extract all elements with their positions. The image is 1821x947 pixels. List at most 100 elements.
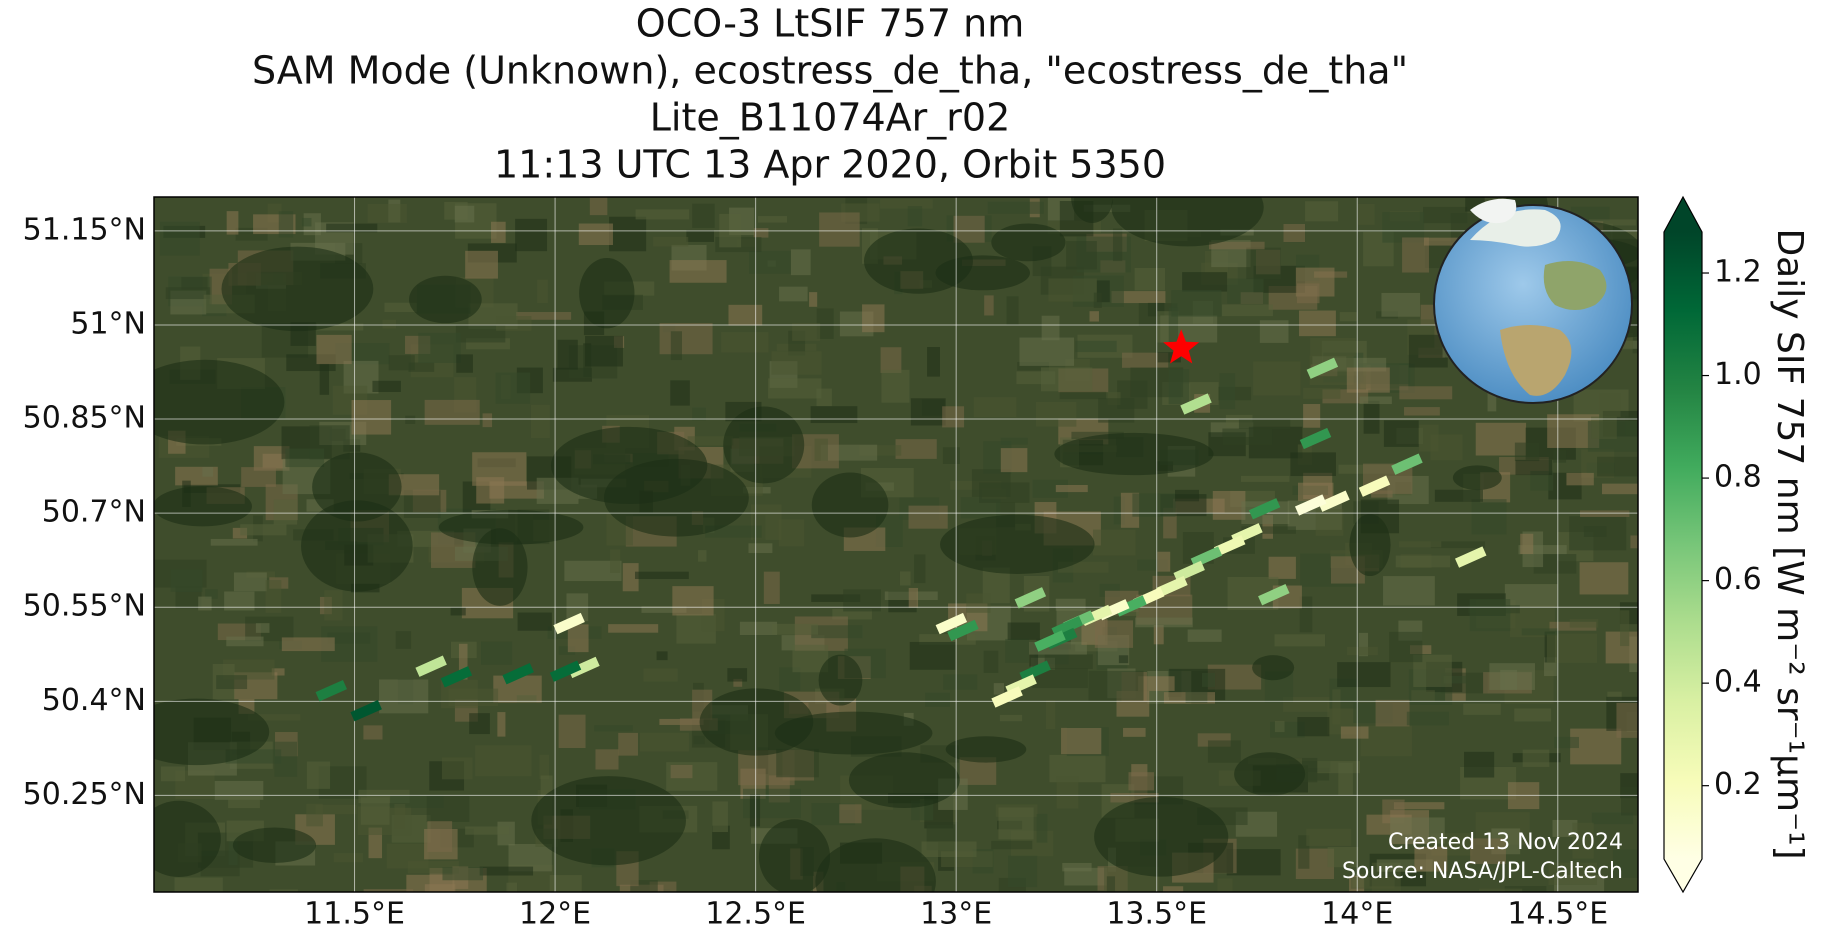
terrain-patch — [1358, 632, 1369, 657]
terrain-patch — [991, 840, 1033, 850]
terrain-patch — [1056, 776, 1079, 809]
terrain-patch — [315, 804, 357, 815]
terrain-patch — [455, 324, 506, 343]
terrain-patch — [1327, 846, 1359, 868]
y-tick-label: 50.85°N — [23, 401, 146, 436]
sif-footprint — [1115, 595, 1147, 617]
terrain-patch — [999, 714, 1023, 722]
terrain-patch — [1602, 483, 1638, 495]
terrain-patch — [757, 216, 787, 223]
terrain-patch — [1137, 559, 1168, 571]
terrain-patch — [557, 339, 578, 370]
colorbar: 0.2 0.4 0.6 0.8 1.0 1.2 — [1663, 195, 1762, 894]
terrain-patch — [686, 229, 714, 242]
annotation: Created 13 Nov 2024 — [1388, 830, 1623, 855]
terrain-patch — [418, 332, 461, 363]
terrain-patch — [1201, 672, 1216, 687]
terrain-patch — [379, 679, 429, 714]
terrain-patch — [324, 590, 343, 621]
terrain-patch — [1306, 828, 1352, 846]
terrain-patch — [899, 571, 911, 586]
plot-frame — [153, 196, 1639, 893]
terrain-patch — [1489, 663, 1535, 690]
terrain-patch — [1337, 662, 1391, 688]
terrain-patch — [927, 347, 940, 377]
terrain-patch — [424, 884, 456, 892]
terrain-patch — [549, 875, 582, 892]
terrain-patch — [609, 216, 647, 252]
terrain-patch — [454, 205, 475, 223]
terrain-patch — [881, 369, 910, 403]
terrain-patch — [1036, 813, 1048, 843]
terrain-patch — [1246, 247, 1281, 280]
x-tick-label: 11.5°E — [304, 897, 405, 932]
forest-patch — [818, 654, 863, 706]
sif-footprint — [1306, 357, 1339, 379]
terrain-patch — [1290, 452, 1336, 477]
terrain-patch — [1035, 401, 1077, 427]
forest-patch — [940, 514, 1095, 574]
terrain-patch — [1599, 393, 1621, 417]
x-tick-label: 12°E — [519, 897, 591, 932]
colorbar-tick-label: 0.4 — [1714, 665, 1762, 700]
terrain-patch — [1569, 619, 1599, 628]
terrain-patch — [1134, 267, 1166, 291]
terrain-patch — [456, 354, 473, 373]
terrain-patch — [1007, 855, 1038, 888]
terrain-patch — [372, 380, 401, 392]
terrain-patch — [1171, 290, 1222, 317]
colorbar-tick-label: 0.2 — [1714, 767, 1762, 802]
terrain-patch — [1630, 535, 1638, 549]
terrain-patch — [908, 587, 919, 608]
terrain-patch — [479, 866, 534, 876]
footprints — [315, 299, 1537, 722]
terrain-patch — [1383, 420, 1419, 447]
terrain-patch — [1175, 489, 1200, 502]
terrain-patch — [537, 279, 548, 304]
terrain-patch — [441, 757, 473, 780]
y-tick-label: 51°N — [70, 306, 146, 341]
forest-patch — [1071, 197, 1114, 223]
forest-patch — [232, 827, 316, 863]
terrain-patch — [595, 749, 619, 770]
terrain-patch — [384, 302, 417, 313]
terrain-patch — [496, 316, 532, 331]
terrain-patch — [790, 249, 811, 276]
terrain-patch — [1066, 241, 1097, 270]
terrain-patch — [1222, 304, 1273, 317]
terrain-patch — [921, 841, 977, 858]
terrain-patch — [1283, 224, 1306, 243]
terrain-patch — [516, 695, 537, 703]
terrain-patch — [1113, 496, 1126, 525]
terrain-patch — [733, 678, 743, 687]
terrain-patch — [516, 312, 572, 320]
terrain-patch — [495, 372, 531, 404]
terrain-patch — [1297, 717, 1330, 737]
terrain-patch — [943, 674, 978, 690]
terrain-patch — [1305, 201, 1339, 222]
x-tick-label: 13.5°E — [1106, 897, 1207, 932]
terrain-patch — [1303, 387, 1341, 399]
terrain-patch — [1553, 450, 1567, 463]
terrain-patch — [351, 400, 392, 435]
terrain-patch — [670, 380, 690, 406]
terrain-patch — [659, 323, 713, 355]
terrain-patch — [1238, 418, 1291, 429]
terrain-patch — [1055, 598, 1086, 611]
terrain-patch — [1153, 624, 1164, 645]
forest-patch — [154, 800, 221, 877]
terrain-patch — [670, 764, 693, 779]
terrain-patch — [248, 714, 301, 721]
terrain-patch — [1128, 772, 1155, 791]
terrain-patch — [1390, 817, 1445, 844]
forest-patch — [774, 711, 933, 755]
terrain-patch — [639, 732, 689, 752]
terrain-patch — [859, 445, 902, 456]
terrain-patch — [1520, 533, 1534, 555]
terrain-patch — [1094, 620, 1134, 648]
terrain-patch — [1360, 725, 1412, 757]
terrain-patch — [610, 549, 621, 573]
terrain-patch — [687, 436, 734, 446]
terrain-patch — [424, 399, 480, 425]
terrain-patch — [497, 712, 506, 737]
